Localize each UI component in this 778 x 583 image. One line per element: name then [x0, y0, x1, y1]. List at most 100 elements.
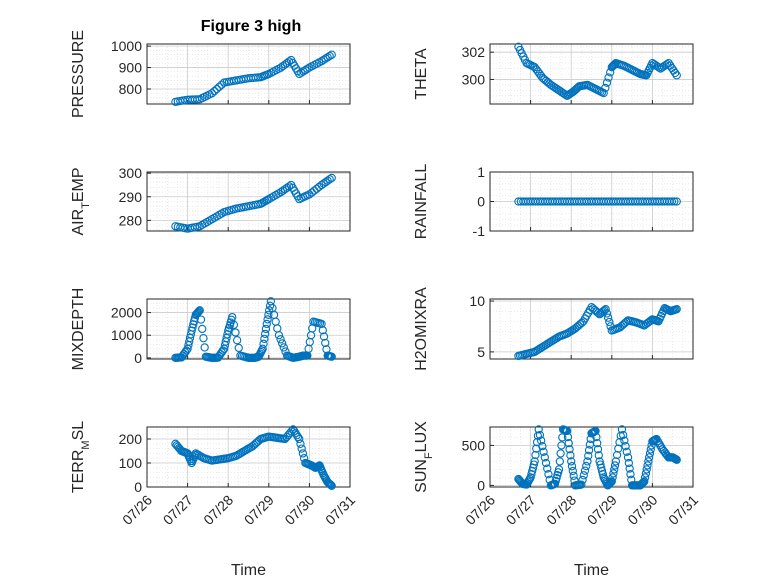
data-point	[622, 447, 631, 456]
axes-box	[489, 426, 694, 488]
y-tick-label: 1	[477, 164, 485, 180]
axes-box	[146, 426, 351, 488]
figure-title: Figure 3 high	[201, 18, 301, 35]
y-axis-label: THETA	[413, 48, 430, 100]
data-point	[319, 332, 329, 341]
y-tick-label: -1	[473, 223, 486, 239]
data-point	[606, 478, 615, 488]
data-point	[325, 480, 335, 489]
data-point	[593, 445, 603, 454]
data-point	[301, 65, 310, 75]
data-point	[655, 441, 665, 450]
data-point	[592, 432, 601, 442]
data-point	[624, 458, 634, 468]
data-point	[611, 457, 621, 466]
y-tick-label: 0	[477, 477, 485, 493]
data-point	[532, 438, 542, 447]
data-point	[534, 425, 543, 434]
data-point	[645, 453, 654, 462]
data-point	[591, 426, 600, 436]
data-series-terrain-msl	[171, 425, 336, 490]
data-point	[231, 328, 240, 337]
data-point	[540, 453, 549, 462]
data-point	[604, 73, 613, 82]
grid-lines	[489, 44, 694, 104]
data-point	[594, 451, 603, 460]
data-point	[193, 308, 202, 318]
data-point	[654, 439, 664, 448]
data-point	[610, 461, 620, 470]
data-point	[670, 197, 679, 206]
subplot-mixdepth: 0 1000 2000 MIXDEPTH	[70, 288, 351, 370]
data-series-air-temp	[171, 173, 336, 233]
data-series-mixdepth	[171, 297, 336, 363]
data-point	[279, 343, 288, 352]
data-series-sun-flux	[514, 425, 681, 490]
data-point	[254, 73, 263, 82]
data-point	[605, 479, 614, 488]
data-point	[537, 436, 546, 445]
data-point	[321, 338, 330, 348]
data-point	[609, 469, 618, 478]
data-point	[258, 344, 267, 353]
data-point	[602, 309, 612, 318]
data-point	[299, 67, 308, 76]
data-point	[638, 478, 647, 488]
data-point	[577, 480, 586, 489]
data-point	[260, 334, 269, 343]
data-point	[212, 84, 221, 94]
data-point	[223, 330, 232, 339]
axes-box	[146, 43, 351, 105]
data-point	[327, 352, 336, 361]
data-point	[556, 449, 565, 458]
y-tick-label: 280	[119, 212, 143, 228]
data-point	[544, 470, 553, 479]
y-tick-label: 500	[462, 437, 486, 453]
data-point	[321, 54, 330, 63]
data-point	[606, 478, 616, 487]
data-point	[554, 465, 564, 474]
data-point	[569, 471, 578, 480]
data-point	[530, 457, 539, 466]
data-point	[670, 68, 680, 78]
data-point	[251, 73, 260, 82]
data-point	[323, 53, 332, 62]
data-point	[195, 306, 204, 315]
subplot-pressure: 800 900 1000 PRESSURE	[70, 30, 351, 118]
data-point	[640, 473, 650, 482]
data-point	[298, 449, 308, 458]
data-point	[566, 451, 575, 460]
data-point	[525, 474, 534, 483]
y-tick-label: 100	[119, 455, 143, 471]
data-point	[603, 313, 613, 322]
y-tick-label: 5	[477, 344, 485, 360]
data-point	[583, 457, 592, 466]
data-point	[623, 453, 633, 462]
data-point	[296, 439, 305, 448]
y-tick-label: 2000	[111, 305, 142, 321]
data-point	[261, 324, 271, 334]
data-series-pressure	[171, 50, 336, 107]
data-point	[602, 78, 612, 87]
data-point	[228, 312, 237, 322]
data-point	[529, 460, 538, 469]
y-axis-label: TERRMSL	[70, 421, 92, 493]
data-point	[578, 475, 587, 485]
data-point	[557, 441, 566, 450]
data-point	[620, 436, 629, 445]
grid-lines	[146, 44, 351, 104]
y-tick-label: 0	[134, 479, 142, 495]
data-point	[278, 339, 287, 348]
data-point	[198, 324, 207, 334]
data-point	[215, 82, 224, 92]
data-point	[326, 480, 336, 490]
data-point	[259, 339, 268, 348]
y-tick-label: 800	[119, 81, 143, 97]
data-point	[564, 439, 573, 448]
axes-box	[489, 298, 694, 360]
data-point	[327, 173, 336, 183]
data-point	[217, 80, 226, 89]
data-point	[327, 50, 336, 59]
data-point	[210, 86, 219, 96]
